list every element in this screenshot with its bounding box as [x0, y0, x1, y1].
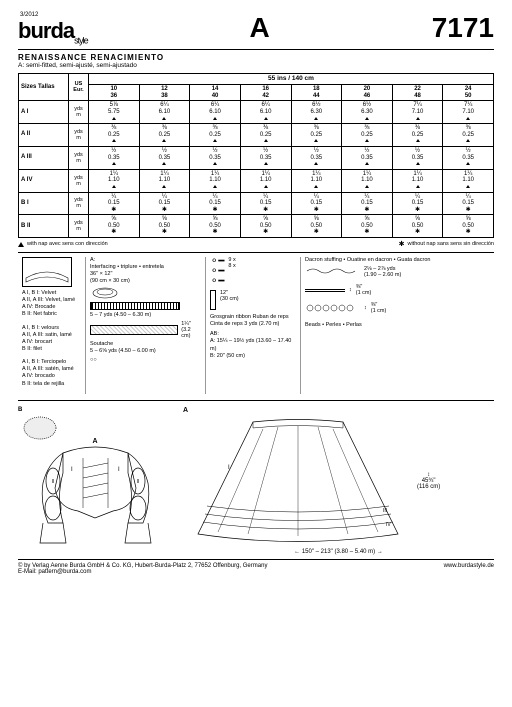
- bodice-svg: A I I II II: [18, 413, 173, 553]
- fabrics-es: A I, B I: Terciopelo A II, A III: satén,…: [22, 359, 81, 388]
- yardage-row: A IVyds m1¼1.101¼1.101¼1.101¼1.101¼1.101…: [19, 169, 494, 192]
- title-row: RENAISSANCE RENACIMIENTO A: semi-fitted,…: [18, 49, 494, 69]
- size-header: 2450: [443, 85, 494, 101]
- footer: © by Verlag Aenne Burda GmbH & Co. KG, H…: [18, 559, 494, 575]
- fabric-width: 55 ins / 140 cm: [89, 74, 494, 85]
- pattern-number: 7171: [432, 12, 494, 44]
- size-header: 1238: [139, 85, 190, 101]
- bar-length: 12" (30 cm): [220, 290, 239, 310]
- ribbon-w1: ⅜" (1 cm): [356, 284, 372, 296]
- copyright: © by Verlag Aenne Burda GmbH & Co. KG, H…: [18, 563, 267, 569]
- size-header: 2046: [342, 85, 393, 101]
- technical-drawings: B A I I II II A: [18, 400, 494, 555]
- pattern-title: RENAISSANCE RENACIMIENTO: [18, 53, 494, 62]
- pattern-subtitle: A: semi-fitted, semi-ajusté, semi-ajusta…: [18, 62, 494, 69]
- skirt-a-label: A: [183, 407, 188, 414]
- roman-ii: II: [52, 479, 55, 485]
- without-nap: without nap sans sens sin dirección: [407, 241, 494, 247]
- yardage-row: B IIyds m⅝0.50✱⅝0.50✱⅝0.50✱⅝0.50✱⅝0.50✱⅝…: [19, 215, 494, 238]
- roman-i2: I: [118, 467, 120, 473]
- skirt-width: ← 150" – 213" (3.80 – 5.40 m) →: [183, 549, 494, 555]
- notions-panel: A I, B I: Velvet A II, A III: Velvet, la…: [18, 252, 494, 394]
- yardage-row: A Iyds m5⅞5.756¼6.106¼6.106¼6.106½6.306½…: [19, 101, 494, 124]
- notions-col4: Dacron stuffing • Ouatine en dacron • Gu…: [301, 257, 494, 394]
- dacron-text: Dacron stuffing • Ouatine en dacron • Gu…: [305, 257, 490, 264]
- with-nap: with nap avec sens con dirección: [27, 241, 108, 247]
- bodice-drawing: B A I I II II: [18, 407, 173, 553]
- yardage-table: Sizes Tallas US Eur. 55 ins / 140 cm 103…: [18, 73, 494, 238]
- ribbon-w2: ⅜" (1 cm): [371, 302, 387, 314]
- dacron-length: 2⅛ – 2⅞ yds (1.90 – 2.60 m): [364, 266, 401, 278]
- size-header: 1036: [89, 85, 140, 101]
- fabric-swatch-icon: [22, 257, 72, 287]
- fabrics-en: A I, B I: Velvet A II, A III: Velvet, la…: [22, 290, 81, 319]
- notions-col2: A: Interfacing • triplure • entretela 36…: [86, 257, 206, 394]
- bar-icon: [210, 290, 216, 310]
- skirt-drawing: A I III IV ↕45¾" (116 cm) ← 150" – 213" …: [183, 407, 494, 555]
- hooks-count: 9 x 8 x: [228, 257, 235, 287]
- header: 3/2012 burdastyle A 7171: [18, 12, 494, 45]
- skirt-iv: IV: [386, 522, 391, 528]
- roman-ii2: II: [137, 479, 140, 485]
- interfacing-text: A: Interfacing • triplure • entretela 36…: [90, 257, 201, 286]
- ab-b: B: 20" (50 cm): [210, 353, 296, 360]
- yardage-row: A IIyds m⅜0.25⅜0.25⅜0.25⅜0.25⅜0.25⅜0.25⅜…: [19, 124, 494, 147]
- soutache-text: Soutache 5 – 6⅝ yds (4.50 – 6.00 m): [90, 341, 201, 355]
- skirt-svg: I III IV: [183, 414, 413, 549]
- notions-col3: ⚬━⚬━⚬━ 9 x 8 x 12" (30 cm) Grosgrain rib…: [206, 257, 301, 394]
- roman-i: I: [71, 467, 73, 473]
- grosgrain-text: Grosgrain ribbon Ruban de reps Cinta de …: [210, 314, 296, 328]
- star-icon: ✱: [399, 240, 405, 248]
- size-header: 1642: [240, 85, 291, 101]
- nap-legend: with nap avec sens con dirección ✱withou…: [18, 240, 494, 248]
- email: E-Mail: pattern@burda.com: [18, 569, 267, 575]
- snap-icon: ○○: [90, 357, 201, 364]
- bodice-a-label: A: [92, 438, 97, 445]
- url: www.burdastyle.de: [444, 563, 494, 575]
- size-header: 1440: [190, 85, 241, 101]
- size-header: 1844: [291, 85, 342, 101]
- logo-block: 3/2012 burdastyle: [18, 12, 88, 45]
- zipper-icon: [90, 302, 180, 310]
- fabric-column: A I, B I: Velvet A II, A III: Velvet, la…: [18, 257, 86, 394]
- size-header: 2248: [392, 85, 443, 101]
- brand-logo: burdastyle: [18, 18, 88, 45]
- skirt-iii: III: [383, 508, 387, 514]
- beads-chain-icon: [305, 304, 360, 312]
- wave-icon: [305, 266, 360, 276]
- yardage-row: A IIIyds m½0.35½0.35½0.35½0.35½0.35½0.35…: [19, 146, 494, 169]
- ab-a: A: 15¼ – 19½ yds (13.60 – 17.40 m): [210, 338, 296, 352]
- variant-letter: A: [250, 12, 270, 44]
- button-icon: [90, 286, 120, 300]
- beads-text: Beads • Perles • Perlas: [305, 322, 490, 329]
- hooks-icon: ⚬━⚬━⚬━: [210, 257, 224, 287]
- sizes-label: Sizes Tallas: [19, 74, 69, 101]
- label-b: B: [18, 407, 22, 413]
- trim-icon: [90, 325, 178, 335]
- trim-width: 1¼" (3.2 cm): [181, 321, 201, 339]
- skirt-height: ↕45¾" (116 cm): [417, 472, 440, 490]
- ribbon-icon: [305, 289, 345, 292]
- triangle-icon: [18, 242, 24, 247]
- fabrics-fr: A I, B I: velours A II, A III: satin, la…: [22, 325, 81, 354]
- yardage-row: B Iyds m¼0.15✱¼0.15✱¼0.15✱¼0.15✱¼0.15✱¼0…: [19, 192, 494, 215]
- zipper-length: 5 – 7 yds (4.50 – 6.30 m): [90, 312, 201, 319]
- us-eur-label: US Eur.: [69, 74, 89, 101]
